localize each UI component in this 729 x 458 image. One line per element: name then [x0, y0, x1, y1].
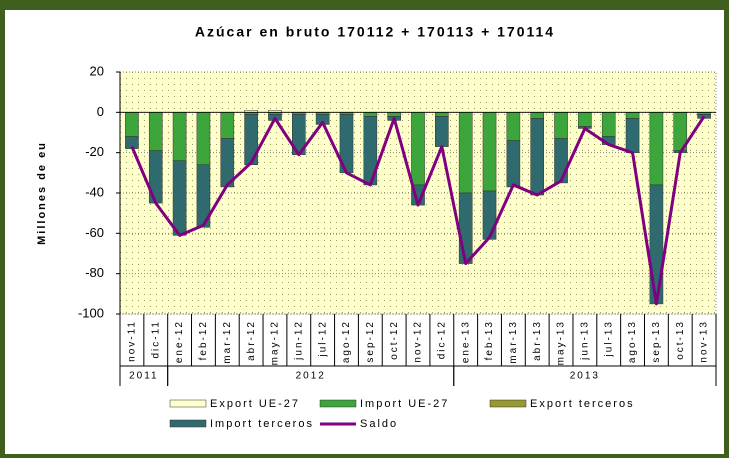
legend-label: Import UE-27 — [360, 398, 449, 410]
legend-label: Export UE-27 — [210, 398, 300, 410]
x-tick-label: nov-12 — [413, 320, 424, 363]
legend-swatch — [169, 419, 207, 428]
x-tick-label: sep-13 — [651, 320, 662, 363]
y-tick-label: -20 — [85, 144, 104, 159]
legend-label: Export terceros — [530, 398, 635, 410]
saldo-line — [130, 115, 706, 306]
x-tick-label: mar-12 — [222, 320, 233, 364]
x-tick-label: sep-12 — [365, 320, 376, 363]
bar-segment — [578, 112, 592, 127]
legend-swatch — [319, 399, 357, 408]
y-tick-label: 20 — [90, 63, 104, 78]
bar-segment — [387, 112, 401, 117]
bar-segment — [148, 112, 163, 151]
bar-segment — [625, 118, 640, 153]
x-tick-label: mar-13 — [508, 320, 519, 364]
year-label: 2013 — [570, 371, 600, 382]
bar-segment — [649, 112, 664, 186]
bar-segment — [172, 160, 187, 236]
x-tick-label: ago-12 — [341, 320, 352, 363]
bar-segment — [530, 112, 545, 119]
y-axis-label: Millones de eu — [36, 141, 48, 245]
bar-segment — [196, 112, 211, 166]
legend-label: Saldo — [360, 418, 398, 430]
x-tick-label: ene-13 — [460, 320, 471, 363]
bar-segment — [506, 140, 521, 188]
x-tick-label: abr-13 — [532, 320, 543, 361]
bar-segment — [172, 112, 187, 161]
x-tick-label: may-13 — [556, 320, 567, 365]
bar-segment — [554, 138, 568, 184]
bar-segment — [506, 112, 521, 141]
x-tick-label: dic-12 — [436, 320, 447, 359]
bar-segment — [482, 112, 497, 192]
bar-segment — [458, 112, 473, 194]
bar-segment — [411, 112, 425, 186]
x-tick-label: jun-12 — [293, 320, 304, 361]
y-tick-label: -100 — [78, 305, 104, 320]
bar-segment — [125, 112, 139, 137]
x-tick-label: abr-12 — [246, 320, 257, 361]
y-tick-label: -60 — [85, 225, 104, 240]
legend-swatch — [489, 399, 527, 408]
x-tick-label: nov-13 — [699, 320, 710, 363]
bar-segment — [649, 184, 664, 305]
bar-segment — [196, 164, 211, 228]
bar-segment — [601, 112, 616, 137]
year-label: 2012 — [296, 371, 326, 382]
y-tick-label: -80 — [85, 265, 104, 280]
bar-segment — [482, 190, 497, 240]
bar-segment — [625, 112, 640, 119]
x-tick-label: ago-13 — [627, 320, 638, 363]
bar-segment — [554, 112, 568, 139]
x-tick-label: oct-13 — [675, 320, 686, 360]
y-tick-label: 0 — [97, 104, 104, 119]
x-tick-label: dic-11 — [150, 320, 161, 359]
year-label: 2011 — [129, 371, 159, 382]
bar-segment — [220, 112, 235, 139]
bar-segment — [435, 116, 449, 147]
x-tick-label: feb-12 — [198, 320, 209, 360]
legend-label: Import terceros — [210, 418, 314, 430]
bar-segment — [363, 112, 378, 117]
x-tick-label: ene-12 — [174, 320, 185, 363]
x-tick-label: jun-13 — [580, 320, 591, 361]
x-tick-label: jul-12 — [317, 320, 328, 357]
x-tick-label: nov-11 — [127, 320, 138, 362]
y-tick-label: -40 — [85, 184, 104, 199]
chart-title: Azúcar en bruto 170112 + 170113 + 170114 — [195, 24, 555, 40]
x-tick-label: oct-12 — [389, 320, 400, 360]
legend-swatch — [169, 399, 207, 408]
x-tick-label: feb-13 — [484, 320, 495, 360]
bar-segment — [458, 192, 473, 264]
bar-segment — [435, 112, 449, 117]
x-tick-label: may-12 — [270, 320, 281, 365]
x-tick-label: jul-13 — [603, 320, 614, 357]
bar-segment — [530, 118, 545, 196]
